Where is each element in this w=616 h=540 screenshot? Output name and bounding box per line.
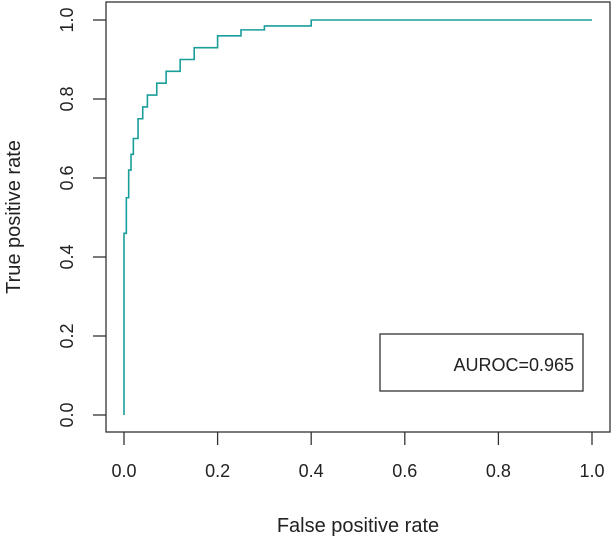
x-tick-label: 0.0 xyxy=(111,461,136,481)
y-tick-label: 0.0 xyxy=(57,402,77,427)
x-axis-label: False positive rate xyxy=(277,515,439,537)
y-tick-label: 0.2 xyxy=(57,323,77,348)
x-tick-label: 0.4 xyxy=(299,461,324,481)
plot-frame xyxy=(105,1,611,433)
x-tick-label: 1.0 xyxy=(579,461,604,481)
legend-box xyxy=(379,333,584,392)
y-tick-label: 0.4 xyxy=(57,244,77,269)
x-tick-label: 0.6 xyxy=(392,461,417,481)
y-axis-label: True positive rate xyxy=(3,140,25,294)
x-tick-label: 0.2 xyxy=(205,461,230,481)
x-tick-label: 0.8 xyxy=(486,461,511,481)
y-tick-label: 0.6 xyxy=(57,165,77,190)
y-tick-label: 0.8 xyxy=(57,86,77,111)
roc-curve xyxy=(123,19,592,415)
legend-text: AUROC=0.965 xyxy=(453,355,574,375)
y-tick-label: 1.0 xyxy=(57,7,77,32)
